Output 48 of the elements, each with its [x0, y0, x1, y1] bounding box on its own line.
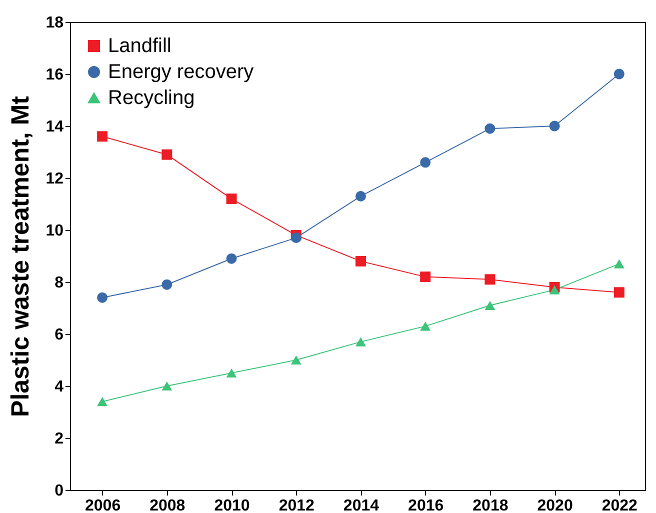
- y-tick-label: 2: [54, 430, 64, 448]
- y-tick-label: 10: [46, 222, 64, 240]
- point: [226, 194, 237, 204]
- y-axis-title: Plastic waste treatment, Mt: [6, 95, 35, 417]
- y-tick-label: 8: [54, 274, 64, 292]
- y-tick-label: 18: [46, 14, 64, 32]
- point: [226, 368, 237, 378]
- point: [97, 131, 108, 142]
- point: [162, 149, 172, 160]
- point: [614, 259, 624, 268]
- point: [162, 381, 172, 391]
- point: [420, 272, 431, 282]
- legend-label: Energy recovery: [108, 61, 254, 83]
- point: [420, 322, 431, 331]
- x-tick-label: 2014: [343, 498, 380, 513]
- point: [355, 190, 366, 202]
- x-tick-label: 2012: [278, 498, 315, 513]
- x-tick-label: 2010: [214, 498, 250, 513]
- point: [484, 274, 496, 285]
- point: [355, 256, 366, 266]
- legend-label: Landfill: [108, 35, 172, 57]
- point: [549, 285, 560, 294]
- point: [549, 120, 560, 132]
- y-tick-label: 6: [54, 326, 64, 344]
- x-tick-label: 2020: [537, 498, 573, 513]
- y-tick-label: 14: [46, 118, 64, 136]
- legend-label: Recycling: [108, 87, 195, 109]
- point: [484, 123, 496, 134]
- y-tick-label: 12: [46, 170, 64, 188]
- point: [484, 300, 496, 310]
- point: [420, 157, 431, 168]
- x-tick-label: 2018: [472, 498, 508, 513]
- x-tick-label: 2006: [85, 498, 121, 513]
- point: [614, 287, 624, 298]
- point: [614, 68, 624, 80]
- y-tick-label: 0: [54, 482, 64, 500]
- x-tick-label: 2022: [602, 498, 638, 513]
- point: [290, 355, 302, 365]
- point: [97, 292, 108, 303]
- point: [226, 253, 237, 264]
- x-tick-label: 2016: [408, 498, 444, 513]
- point: [162, 279, 172, 290]
- y-tick-label: 4: [54, 378, 64, 396]
- point: [355, 337, 366, 346]
- point: [290, 232, 302, 244]
- y-tick-label: 16: [46, 66, 64, 84]
- x-tick-label: 2008: [150, 498, 186, 513]
- point: [97, 397, 108, 406]
